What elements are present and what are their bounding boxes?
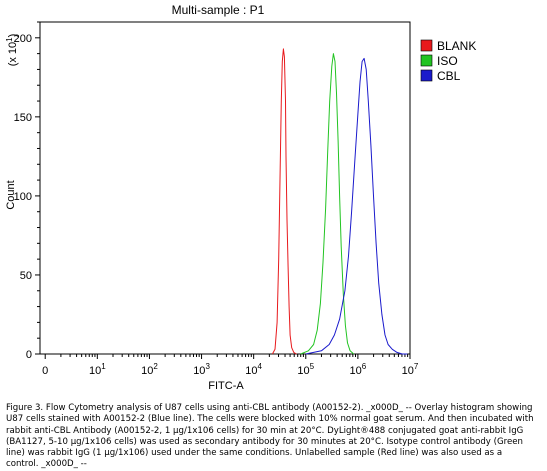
plot-frame (39, 21, 411, 355)
x-tick-label: 102 (141, 362, 158, 377)
y-axis-label: Count (5, 180, 17, 209)
svg-text:(x 101): (x 101) (5, 34, 19, 67)
x-tick-label: 106 (350, 362, 367, 377)
x-axis-label: FITC-A (208, 380, 244, 392)
x-axis: 0 101 102 103 104 105 106 107 (42, 354, 419, 377)
y-tick-label: 100 (14, 191, 32, 203)
y-tick-label: 50 (20, 270, 32, 282)
x-tick-label: 101 (89, 362, 106, 377)
x-tick-label: 104 (245, 362, 262, 377)
y-multiplier-exp: 1 (5, 37, 14, 42)
legend-swatch-iso (420, 54, 433, 67)
y-tick-label: 0 (26, 349, 32, 361)
legend-label-blank: BLANK (437, 39, 476, 53)
legend-swatch-cbl (420, 69, 433, 82)
x-tick-label: 105 (297, 362, 314, 377)
series-line-cbl (305, 57, 408, 355)
series-line-iso (300, 53, 355, 355)
x-tick-label: 0 (42, 365, 48, 377)
y-axis: 0 50 100 150 200 (14, 21, 40, 361)
x-tick-label: 107 (402, 362, 419, 377)
x-tick-label: 103 (193, 362, 210, 377)
legend-label-iso: ISO (437, 54, 458, 68)
legend-label-cbl: CBL (437, 69, 461, 83)
histogram-series (271, 48, 408, 355)
legend-swatch-blank (420, 39, 433, 52)
y-multiplier-text: (x 10 (7, 42, 19, 66)
flow-cytometry-chart: Multi-sample : P1 (x 101) Count FITC-A 0… (5, 3, 476, 392)
series-line-blank (271, 48, 297, 355)
y-tick-label: 200 (14, 33, 32, 45)
figure-caption: Figure 3. Flow Cytometry analysis of U87… (6, 403, 534, 470)
y-multiplier-label: (x 101) (5, 34, 19, 67)
y-tick-label: 150 (14, 112, 32, 124)
chart-title: Multi-sample : P1 (172, 3, 265, 17)
